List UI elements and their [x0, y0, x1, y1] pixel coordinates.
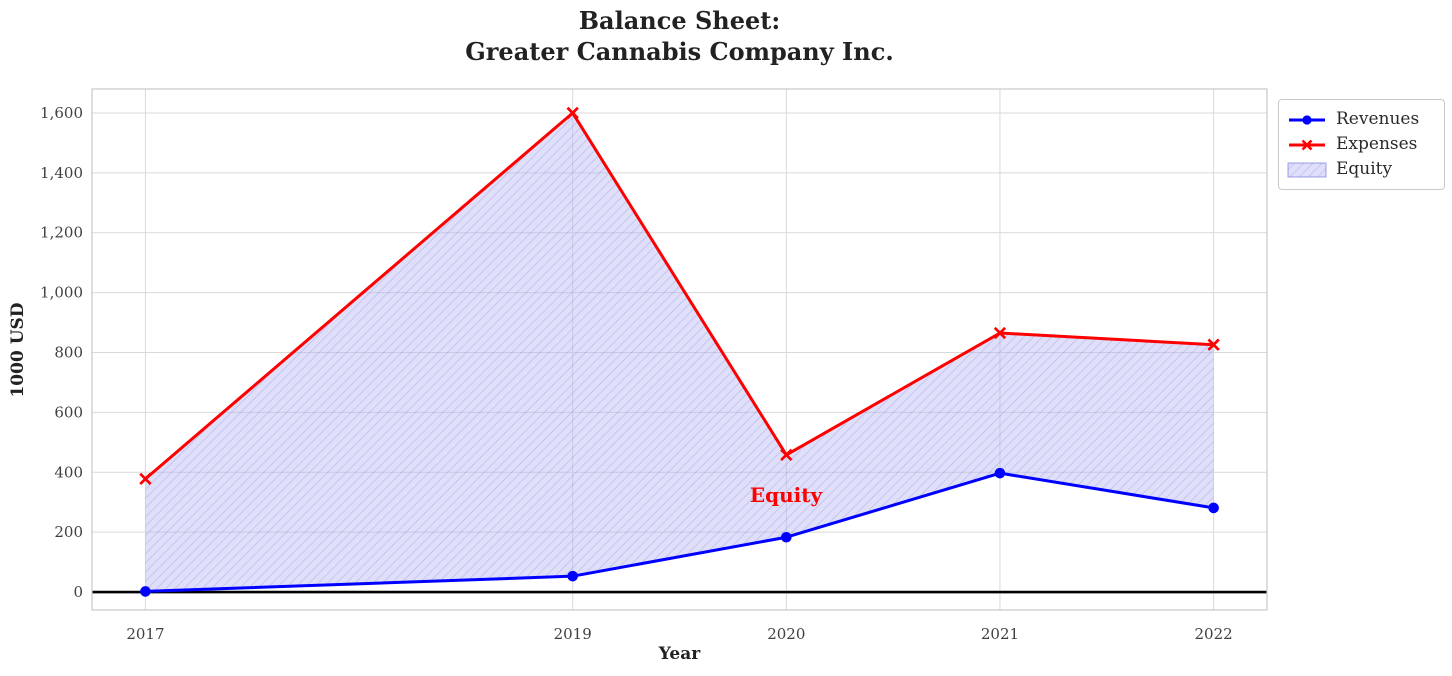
x-tick-label: 2021 — [981, 625, 1019, 643]
revenues-point-marker — [1208, 502, 1219, 514]
x-tick-label: 2020 — [767, 625, 805, 643]
legend-item-revenues: Revenues — [1287, 107, 1434, 132]
equity-hatch-sample-icon — [1287, 162, 1327, 177]
revenues-point-marker — [140, 586, 151, 597]
y-tick-label: 800 — [54, 343, 83, 361]
y-tick-label: 1,200 — [40, 224, 83, 242]
x-axis-label: Year — [658, 644, 701, 664]
y-tick-label: 600 — [54, 403, 83, 421]
legend: Revenues Expenses Equity — [1278, 99, 1445, 190]
y-tick-label: 1,400 — [40, 164, 83, 182]
expenses-line-sample-icon — [1289, 139, 1325, 150]
legend-item-expenses: Expenses — [1287, 132, 1434, 157]
x-tick-label: 2019 — [554, 625, 592, 643]
axes-border — [91, 88, 1268, 611]
revenues-line-sample-icon — [1289, 114, 1325, 125]
chart-title-line2: Greater Cannabis Company Inc. — [465, 37, 894, 66]
expenses-x-marker — [566, 106, 579, 120]
tick-labels: 0 200 400 600 800 1,000 1,200 1,400 1,600 2017 201… — [40, 104, 1233, 643]
expenses-x-marker — [139, 472, 152, 486]
equity-area — [145, 112, 1214, 592]
legend-item-equity: Equity — [1287, 157, 1434, 182]
chart-title-line1: Balance Sheet: — [578, 6, 781, 35]
legend-label-equity: Equity — [1336, 159, 1393, 179]
revenues-point-marker — [567, 570, 578, 582]
y-tick-label: 1,600 — [40, 104, 83, 122]
expenses-x-marker — [780, 448, 793, 462]
y-tick-label: 200 — [54, 523, 83, 541]
equity-annotation: Equity — [749, 483, 823, 507]
x-tick-label: 2017 — [126, 625, 164, 643]
revenues-point-marker — [781, 531, 792, 543]
legend-label-expenses: Expenses — [1336, 134, 1418, 154]
x-tick-label: 2022 — [1194, 625, 1232, 643]
expenses-x-marker — [1207, 338, 1220, 351]
y-tick-label: 1,000 — [40, 284, 83, 302]
y-tick-label: 400 — [54, 463, 83, 481]
chart-title: Balance Sheet: Greater Cannabis Company … — [92, 5, 1267, 67]
y-axis-label: 1000 USD — [8, 302, 28, 398]
expenses-x-marker — [993, 326, 1007, 340]
series-markers — [139, 106, 1220, 597]
y-tick-label: 0 — [73, 583, 83, 601]
legend-label-revenues: Revenues — [1336, 109, 1420, 129]
revenues-point-marker — [994, 467, 1006, 479]
